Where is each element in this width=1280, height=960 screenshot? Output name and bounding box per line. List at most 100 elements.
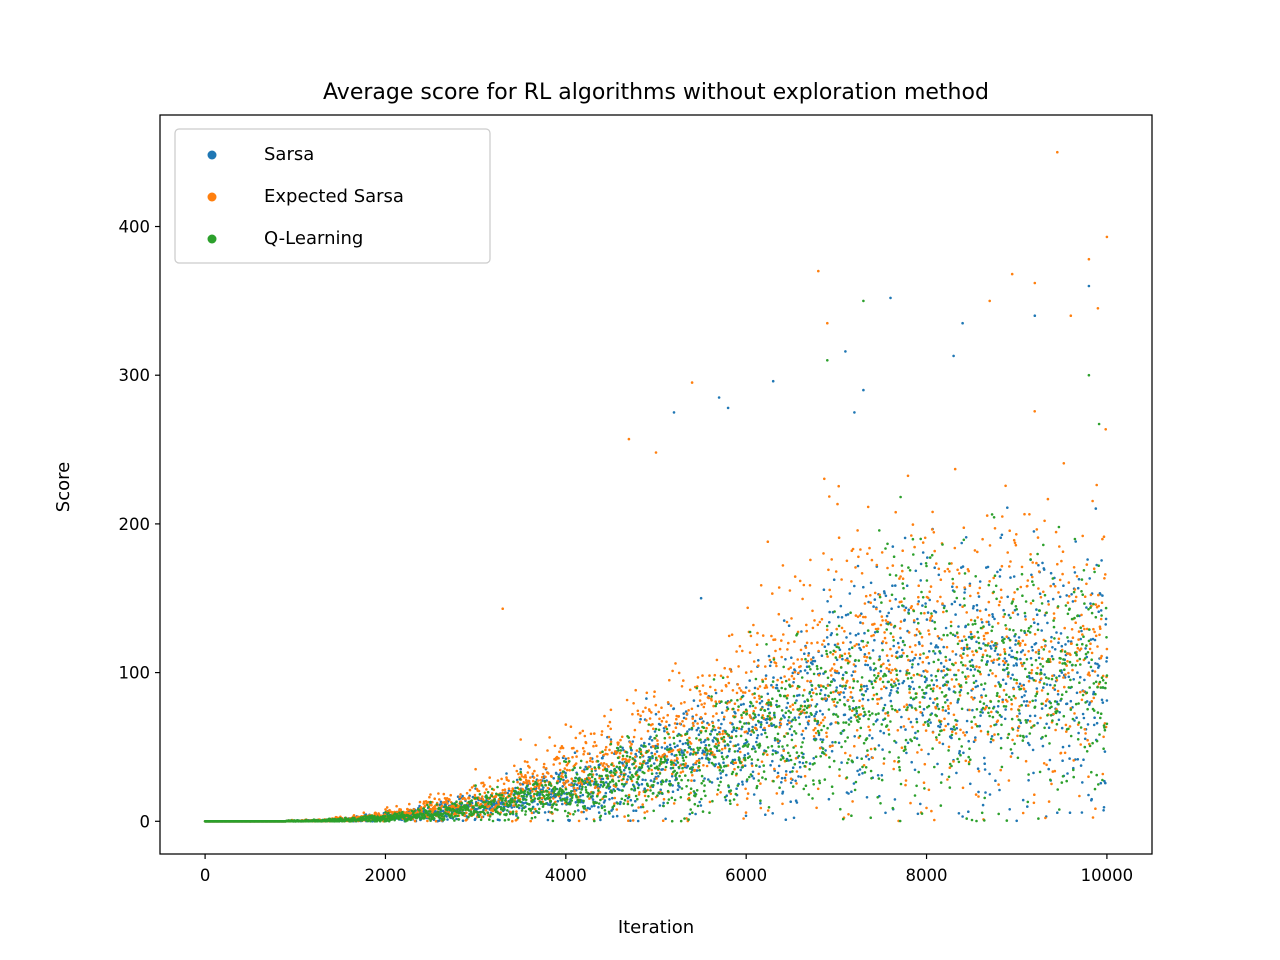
sarsa-point [604, 781, 608, 784]
expected-sarsa-point [384, 808, 387, 811]
expected-sarsa-point [1028, 513, 1031, 516]
expected-sarsa-point [846, 698, 850, 702]
expected-sarsa-point [540, 775, 544, 779]
expected-sarsa-point [1061, 550, 1065, 553]
expected-sarsa-point [919, 653, 922, 656]
expected-sarsa-point [1006, 675, 1010, 678]
sarsa-point [644, 778, 647, 782]
expected-sarsa-point [879, 623, 883, 627]
sarsa-point [1065, 702, 1069, 705]
expected-sarsa-point [1083, 595, 1087, 598]
expected-sarsa-point [1064, 673, 1067, 676]
expected-sarsa-point [567, 757, 570, 760]
expected-sarsa-point [913, 634, 917, 637]
expected-sarsa-point [767, 698, 770, 702]
sarsa-point [1079, 764, 1083, 767]
sarsa-point [632, 809, 635, 812]
sarsa-point [1102, 809, 1105, 812]
expected-sarsa-point [1033, 632, 1037, 636]
sarsa-point [546, 818, 550, 822]
expected-sarsa-point [931, 510, 934, 514]
sarsa-point [696, 704, 700, 708]
expected-sarsa-point [757, 664, 760, 667]
expected-sarsa-point [1033, 281, 1037, 285]
expected-sarsa-point [535, 758, 538, 761]
expected-sarsa-point [533, 785, 537, 789]
sarsa-point [1018, 712, 1021, 715]
sarsa-point [1014, 643, 1017, 646]
expected-sarsa-point [989, 725, 993, 728]
expected-sarsa-point [1100, 601, 1104, 604]
expected-sarsa-point [557, 757, 560, 760]
expected-sarsa-point [1056, 150, 1059, 154]
expected-sarsa-point [834, 721, 838, 724]
q-learning-point [397, 817, 401, 821]
expected-sarsa-point [468, 788, 472, 792]
sarsa-point [1086, 723, 1090, 726]
expected-sarsa-point [805, 623, 808, 627]
expected-sarsa-point [429, 808, 433, 811]
sarsa-point [1102, 806, 1106, 809]
expected-sarsa-point [817, 673, 821, 677]
expected-sarsa-point [775, 792, 779, 795]
sarsa-point [515, 814, 518, 817]
sarsa-point [795, 801, 799, 804]
expected-sarsa-point [988, 299, 991, 303]
sarsa-point [561, 785, 564, 788]
expected-sarsa-point [626, 800, 630, 803]
sarsa-point [903, 536, 907, 540]
expected-sarsa-point [362, 811, 366, 814]
expected-sarsa-point [928, 632, 931, 636]
expected-sarsa-point [1043, 645, 1047, 648]
sarsa-point [846, 613, 850, 616]
sarsa-point [777, 764, 781, 768]
expected-sarsa-point [778, 647, 782, 651]
expected-sarsa-point [770, 634, 773, 638]
expected-sarsa-point [1090, 651, 1094, 655]
sarsa-point [964, 624, 968, 628]
expected-sarsa-point [613, 802, 616, 805]
sarsa-point [772, 723, 776, 727]
sarsa-point [870, 680, 873, 684]
expected-sarsa-point [537, 787, 541, 790]
expected-sarsa-point [519, 738, 522, 741]
sarsa-point [738, 747, 741, 750]
sarsa-point [936, 646, 940, 649]
sarsa-point [855, 756, 859, 759]
expected-sarsa-point [613, 796, 617, 800]
sarsa-point [751, 725, 754, 729]
sarsa-point [998, 575, 1002, 578]
expected-sarsa-point [937, 567, 941, 571]
expected-sarsa-point [977, 769, 981, 773]
sarsa-point [1076, 758, 1080, 761]
expected-sarsa-point [801, 729, 805, 733]
expected-sarsa-point [1091, 499, 1094, 503]
expected-sarsa-point [1073, 712, 1076, 715]
expected-sarsa-point [1070, 642, 1073, 645]
expected-sarsa-point [894, 510, 897, 514]
expected-sarsa-point [582, 752, 585, 756]
expected-sarsa-point [749, 716, 752, 719]
expected-sarsa-point [744, 811, 748, 814]
expected-sarsa-point [960, 647, 963, 650]
sarsa-point [1006, 506, 1009, 510]
expected-sarsa-point [891, 635, 895, 639]
expected-sarsa-point [513, 764, 516, 768]
sarsa-point [1101, 594, 1104, 597]
expected-sarsa-point [1046, 698, 1049, 701]
expected-sarsa-point [1062, 462, 1066, 465]
sarsa-point [558, 780, 562, 783]
expected-sarsa-point [930, 809, 933, 813]
expected-sarsa-point [1080, 698, 1084, 702]
expected-sarsa-point [565, 768, 569, 772]
expected-sarsa-point [800, 658, 804, 661]
expected-sarsa-point [946, 778, 949, 781]
sarsa-point [807, 715, 811, 718]
sarsa-point [734, 712, 737, 715]
sarsa-point [803, 700, 806, 703]
sarsa-point [983, 768, 987, 771]
expected-sarsa-point [968, 584, 972, 587]
sarsa-point [668, 723, 671, 727]
expected-sarsa-point [922, 723, 925, 726]
expected-sarsa-point [911, 523, 915, 526]
